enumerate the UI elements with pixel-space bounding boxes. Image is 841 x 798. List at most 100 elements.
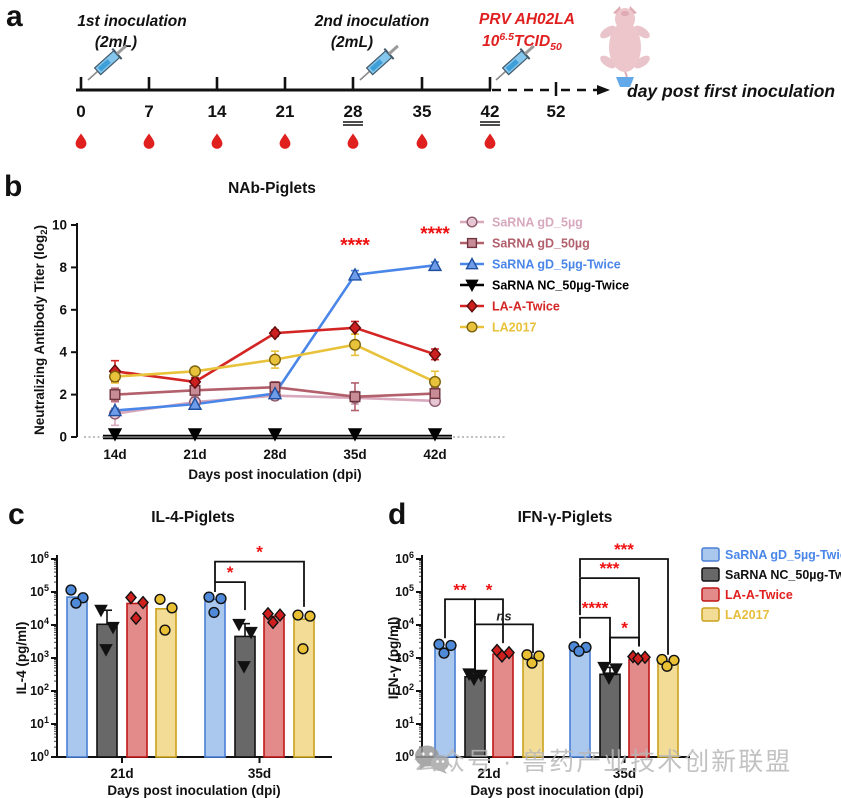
y-tick-label: 6 — [59, 302, 67, 317]
data-point — [521, 649, 533, 661]
y-tick-label: 103 — [395, 649, 414, 665]
significance-bracket — [579, 558, 669, 655]
data-point — [639, 650, 651, 665]
legend-swatch — [701, 607, 720, 622]
significance-stars: **** — [420, 224, 450, 245]
significance-label: **** — [582, 599, 609, 618]
data-point — [297, 643, 309, 655]
data-point — [661, 660, 673, 672]
data-point — [189, 365, 201, 378]
timeline-day-label: 0 — [76, 102, 85, 121]
timeline-day-label: 28 — [344, 102, 363, 121]
x-tick-label: 35d — [248, 766, 271, 781]
y-tick-label: 102 — [395, 682, 414, 698]
blood-drop-icon — [416, 133, 428, 149]
significance-label: ** — [453, 580, 467, 599]
bar — [234, 635, 256, 758]
data-point — [109, 389, 121, 401]
data-point — [106, 621, 120, 635]
panel-c-label: c — [8, 498, 25, 531]
data-point — [187, 396, 203, 410]
y-tick-label: 4 — [59, 345, 67, 360]
data-point — [130, 611, 142, 626]
legend-label: SaRNA gD_5µg-Twice — [492, 258, 621, 272]
legend-marker — [466, 299, 478, 313]
challenge-tcid: TCID — [514, 33, 550, 50]
legend-label: SaRNA gD_5µg-Twice — [725, 548, 841, 562]
x-tick-label: 21d — [183, 447, 206, 462]
x-tick-label: 28d — [263, 447, 286, 462]
challenge-strain-label: PRV AH02LA — [479, 11, 575, 28]
bar — [96, 623, 118, 758]
data-point — [349, 338, 361, 351]
challenge-subscript: 50 — [550, 41, 562, 53]
y-tick-label: 100 — [30, 748, 49, 764]
data-point — [107, 403, 123, 417]
data-point — [609, 663, 623, 676]
data-point — [429, 388, 441, 400]
bar — [204, 598, 226, 758]
data-point — [65, 584, 77, 596]
data-point — [94, 604, 108, 618]
wechat-icon — [415, 745, 449, 774]
y-tick-label: 104 — [395, 616, 414, 632]
x-tick-label: 21d — [477, 766, 500, 781]
significance-bracket — [214, 560, 305, 607]
y-tick-label: 103 — [30, 649, 49, 665]
y-tick-label: 0 — [59, 430, 67, 445]
legend-label: SaRNA NC_50µg-Twice — [725, 568, 841, 582]
significance-stars: **** — [340, 236, 370, 257]
piglet-icon — [600, 6, 650, 87]
piglet-marker — [616, 77, 634, 87]
significance-bracket — [579, 577, 640, 647]
data-point — [137, 595, 149, 610]
data-point — [347, 267, 363, 281]
x-tick-label: 42d — [423, 447, 446, 462]
first-inoculation-label: 1st inoculation — [77, 13, 186, 30]
legend-item: SaRNA gD_5µg-Twice — [460, 257, 621, 272]
bar — [263, 615, 285, 758]
significance-bracket — [609, 636, 640, 663]
syringe-icon — [359, 44, 399, 81]
data-point — [125, 590, 137, 605]
data-point — [232, 618, 246, 632]
data-point — [347, 428, 363, 442]
y-tick-label: 105 — [395, 583, 414, 599]
blood-drop-icon — [484, 133, 496, 149]
legend-swatch — [701, 547, 720, 562]
x-tick-label: 14d — [103, 447, 126, 462]
first-inoculation-dose: (2mL) — [95, 34, 137, 51]
x-tick-label: 21d — [110, 766, 133, 781]
y-tick-label: 101 — [395, 715, 414, 731]
data-point — [237, 661, 251, 674]
data-point — [107, 428, 123, 442]
data-point — [269, 353, 281, 366]
legend-label: LA-A-Twice — [725, 588, 793, 602]
timeline-day-label: 21 — [276, 102, 295, 121]
bar — [434, 647, 456, 758]
data-point — [427, 428, 443, 442]
syringe-icon — [87, 44, 127, 81]
data-point — [349, 391, 361, 403]
y-axis-label: IL-4 (pg/ml) — [14, 622, 29, 695]
legend-swatch — [701, 587, 720, 602]
timeline-panel: 0 7 14 21 28 35 42 52 1st inoculation (2mL) 2nd… — [75, 6, 835, 149]
legend-item: SaRNA gD_50µg — [460, 237, 590, 251]
challenge-exponent: 6.5 — [499, 31, 514, 43]
watermark-text: 公众号 · 兽药产业技术创新联盟 — [413, 748, 793, 776]
y-tick-label: 101 — [30, 715, 49, 731]
significance-label: ns — [496, 608, 511, 623]
data-point — [70, 597, 82, 609]
timeline-day-label: 35 — [413, 102, 432, 121]
data-point — [215, 592, 227, 605]
second-inoculation-label: 2nd inoculation — [314, 13, 430, 30]
chart-title: NAb-Piglets — [228, 180, 316, 197]
timeline-day-label: 14 — [208, 102, 227, 121]
bar — [155, 607, 177, 758]
significance-label: * — [486, 580, 493, 599]
timeline-caption: day post first inoculation — [627, 81, 835, 101]
data-point — [348, 320, 362, 336]
data-point — [99, 644, 113, 657]
data-point — [203, 591, 215, 603]
